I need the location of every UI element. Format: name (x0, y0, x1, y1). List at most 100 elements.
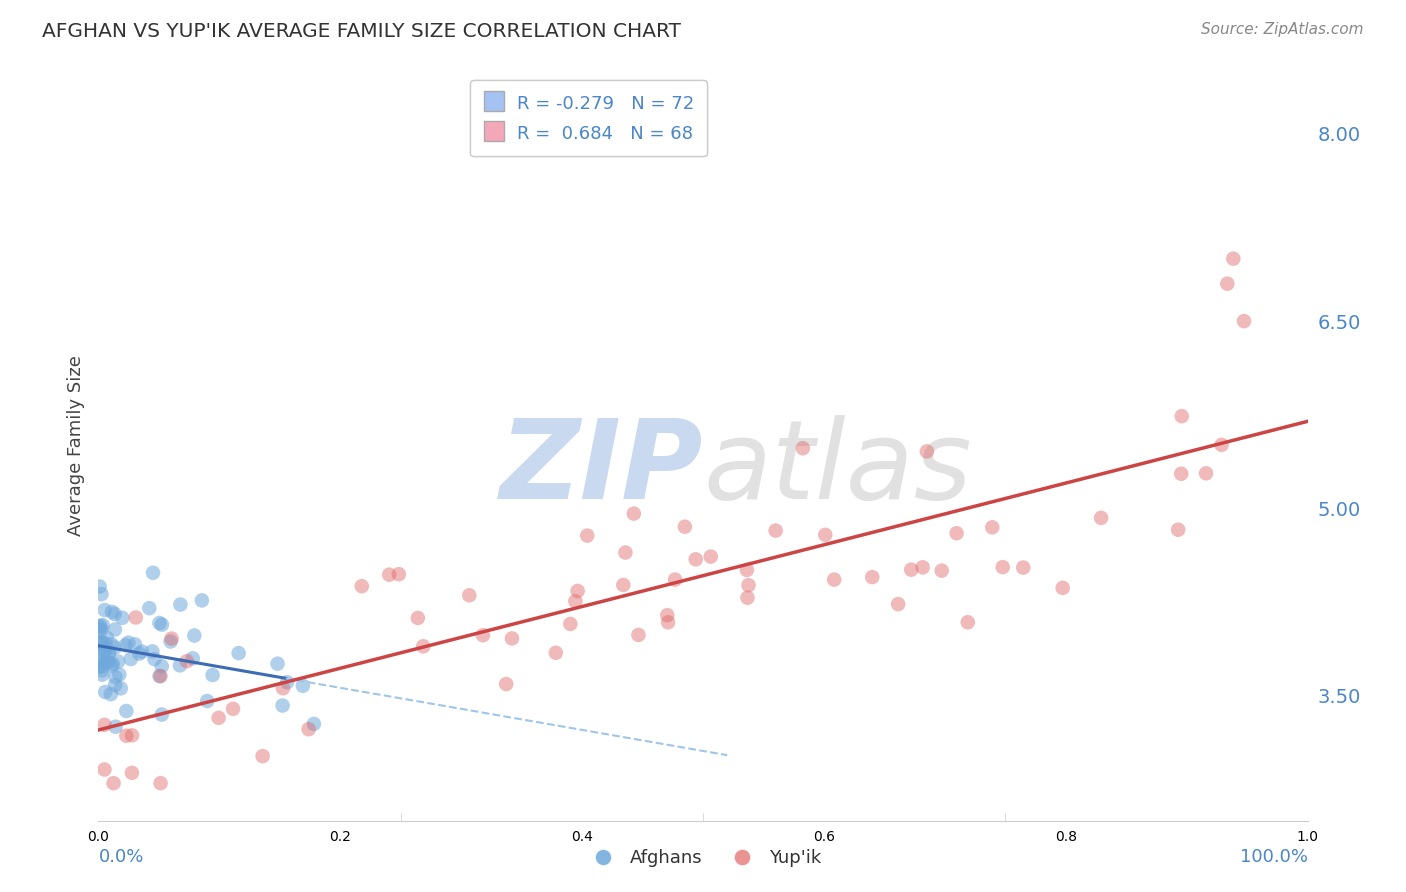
Point (89, 580, 111, 594)
Point (124, 637, 146, 651)
Point (567, 583, 589, 598)
Point (228, 646, 250, 660)
Point (120, 652, 142, 666)
Point (614, 545, 637, 559)
Point (89, 623, 111, 637)
Point (104, 607, 127, 621)
Point (104, 623, 127, 637)
Point (1195, 467, 1218, 481)
Point (458, 588, 481, 602)
Point (97, 656, 120, 670)
Point (131, 645, 153, 659)
Legend: Afghans, Yup'ik: Afghans, Yup'ik (578, 842, 828, 874)
Point (150, 659, 173, 673)
Point (991, 560, 1014, 574)
Point (945, 526, 967, 541)
Point (860, 570, 883, 584)
Point (673, 519, 696, 533)
Point (1012, 560, 1035, 574)
Point (148, 669, 170, 683)
Point (183, 628, 205, 642)
Point (176, 654, 198, 668)
Point (298, 723, 321, 737)
Point (89, 637, 111, 651)
Point (956, 615, 979, 630)
Point (1211, 438, 1233, 452)
Point (765, 524, 787, 538)
Point (271, 681, 294, 696)
Point (378, 567, 401, 582)
Point (89, 620, 111, 634)
Point (149, 669, 172, 683)
Point (143, 652, 166, 666)
Point (100, 687, 122, 701)
Point (115, 729, 138, 743)
Point (114, 638, 136, 652)
Point (1170, 467, 1192, 481)
Point (735, 563, 758, 577)
Point (266, 657, 288, 671)
Point (94, 636, 117, 650)
Text: 100.0%: 100.0% (1240, 848, 1308, 866)
Point (657, 608, 679, 623)
Point (911, 560, 934, 574)
Point (302, 717, 325, 731)
Point (90, 635, 112, 649)
Point (350, 579, 373, 593)
Point (388, 567, 411, 582)
Point (101, 605, 124, 619)
Point (564, 594, 586, 608)
Point (150, 617, 173, 632)
Point (94, 685, 117, 699)
Point (91, 635, 114, 649)
Point (623, 507, 645, 521)
Point (160, 632, 183, 646)
Point (138, 601, 160, 615)
Point (90, 659, 112, 673)
Point (576, 528, 599, 542)
Point (96, 655, 118, 669)
Point (412, 640, 434, 654)
Point (276, 675, 298, 690)
Point (93, 643, 115, 657)
Point (91, 651, 114, 665)
Point (406, 611, 429, 625)
Point (142, 566, 165, 580)
Point (150, 707, 173, 722)
Text: Source: ZipAtlas.com: Source: ZipAtlas.com (1201, 22, 1364, 37)
Point (737, 591, 759, 605)
Point (115, 704, 138, 718)
Point (111, 611, 134, 625)
Point (96, 631, 118, 645)
Point (900, 563, 922, 577)
Point (121, 765, 143, 780)
Point (657, 615, 679, 630)
Point (169, 598, 191, 612)
Point (169, 658, 191, 673)
Point (159, 634, 181, 648)
Point (98, 644, 121, 658)
Point (700, 549, 723, 564)
Point (792, 442, 814, 456)
Point (103, 776, 125, 790)
Point (141, 644, 163, 658)
Text: atlas: atlas (703, 415, 972, 522)
Point (915, 444, 938, 458)
Point (814, 528, 837, 542)
Point (495, 677, 517, 691)
Point (91, 667, 114, 681)
Point (544, 646, 567, 660)
Point (501, 632, 523, 646)
Point (823, 573, 845, 587)
Point (104, 670, 127, 684)
Point (108, 667, 131, 681)
Point (149, 776, 172, 790)
Point (100, 637, 122, 651)
Point (931, 564, 953, 578)
Point (107, 655, 129, 669)
Point (93, 718, 115, 732)
Point (128, 647, 150, 661)
Point (97, 648, 120, 662)
Point (100, 658, 122, 673)
Point (89, 618, 111, 632)
